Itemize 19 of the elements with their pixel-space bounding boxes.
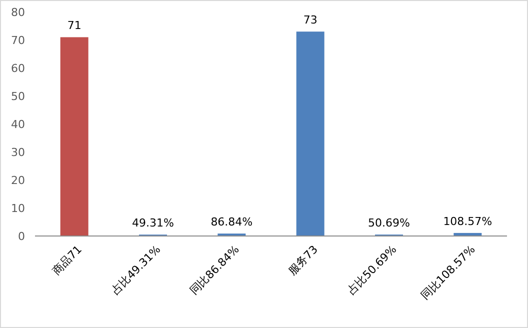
y-tick-label: 0	[18, 230, 25, 243]
y-tick-label: 40	[11, 118, 25, 131]
data-label: 50.69%	[368, 216, 410, 230]
bar	[296, 32, 324, 236]
y-tick-label: 10	[11, 202, 25, 215]
data-label: 108.57%	[443, 214, 492, 228]
data-label: 86.84%	[210, 216, 253, 229]
y-tick-label: 70	[11, 34, 25, 47]
data-label: 71	[67, 19, 82, 32]
bar	[60, 37, 88, 236]
data-label: 73	[303, 14, 318, 27]
x-tick-label: 服务73	[286, 242, 320, 278]
x-tick-label: 商品71	[50, 242, 84, 278]
y-tick-label: 50	[11, 90, 25, 103]
y-tick-label: 80	[11, 6, 25, 19]
data-label: 49.31%	[132, 216, 174, 230]
y-tick-label: 20	[11, 174, 25, 187]
y-tick-label: 60	[11, 62, 25, 75]
y-tick-label: 30	[11, 146, 25, 159]
